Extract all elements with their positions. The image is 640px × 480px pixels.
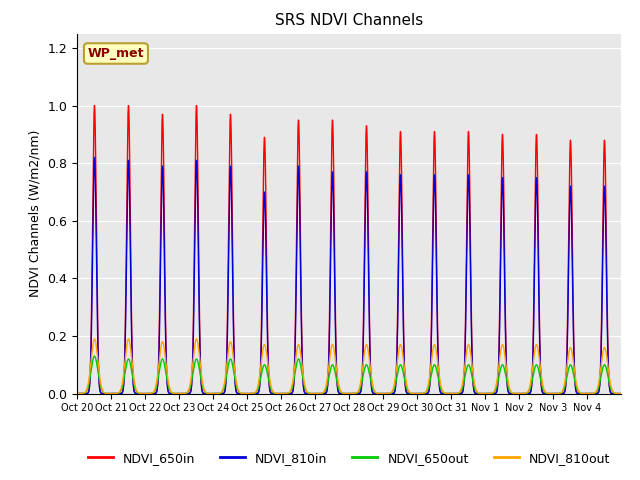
NDVI_650out — [617, 391, 625, 396]
NDVI_810out — [506, 384, 513, 390]
Line: NDVI_650in: NDVI_650in — [77, 106, 621, 394]
Legend: NDVI_650in, NDVI_810in, NDVI_650out, NDVI_810out: NDVI_650in, NDVI_810in, NDVI_650out, NDV… — [83, 447, 615, 469]
NDVI_650out — [73, 391, 81, 396]
NDVI_650in — [73, 391, 81, 396]
Line: NDVI_810out: NDVI_810out — [77, 339, 621, 394]
NDVI_650out — [270, 390, 278, 396]
NDVI_810out — [419, 391, 426, 396]
NDVI_650in — [419, 391, 426, 396]
Line: NDVI_810in: NDVI_810in — [77, 157, 621, 394]
NDVI_810in — [73, 391, 81, 396]
NDVI_810out — [395, 348, 403, 353]
NDVI_810in — [270, 391, 278, 396]
NDVI_810in — [506, 390, 513, 396]
NDVI_810out — [73, 391, 81, 396]
NDVI_650out — [91, 353, 99, 359]
NDVI_650in — [91, 103, 99, 108]
NDVI_650in — [476, 391, 484, 396]
NDVI_810out — [100, 390, 108, 396]
NDVI_650out — [506, 386, 513, 392]
NDVI_650out — [100, 390, 108, 396]
NDVI_810out — [476, 391, 484, 396]
NDVI_650in — [395, 220, 403, 226]
NDVI_810out — [270, 390, 278, 396]
Text: WP_met: WP_met — [88, 47, 144, 60]
NDVI_650out — [395, 365, 403, 371]
NDVI_810in — [476, 391, 484, 396]
Title: SRS NDVI Channels: SRS NDVI Channels — [275, 13, 423, 28]
NDVI_650in — [270, 391, 278, 396]
NDVI_810in — [395, 248, 403, 253]
NDVI_810out — [91, 336, 99, 342]
NDVI_810in — [419, 391, 426, 396]
NDVI_810in — [617, 391, 625, 396]
NDVI_810out — [617, 391, 625, 396]
NDVI_650in — [100, 391, 108, 396]
NDVI_650in — [506, 390, 513, 396]
NDVI_650out — [476, 391, 484, 396]
NDVI_810in — [91, 155, 99, 160]
NDVI_810in — [100, 391, 108, 396]
Line: NDVI_650out: NDVI_650out — [77, 356, 621, 394]
NDVI_650in — [617, 391, 625, 396]
NDVI_650out — [419, 391, 426, 396]
Y-axis label: NDVI Channels (W/m2/nm): NDVI Channels (W/m2/nm) — [29, 130, 42, 297]
